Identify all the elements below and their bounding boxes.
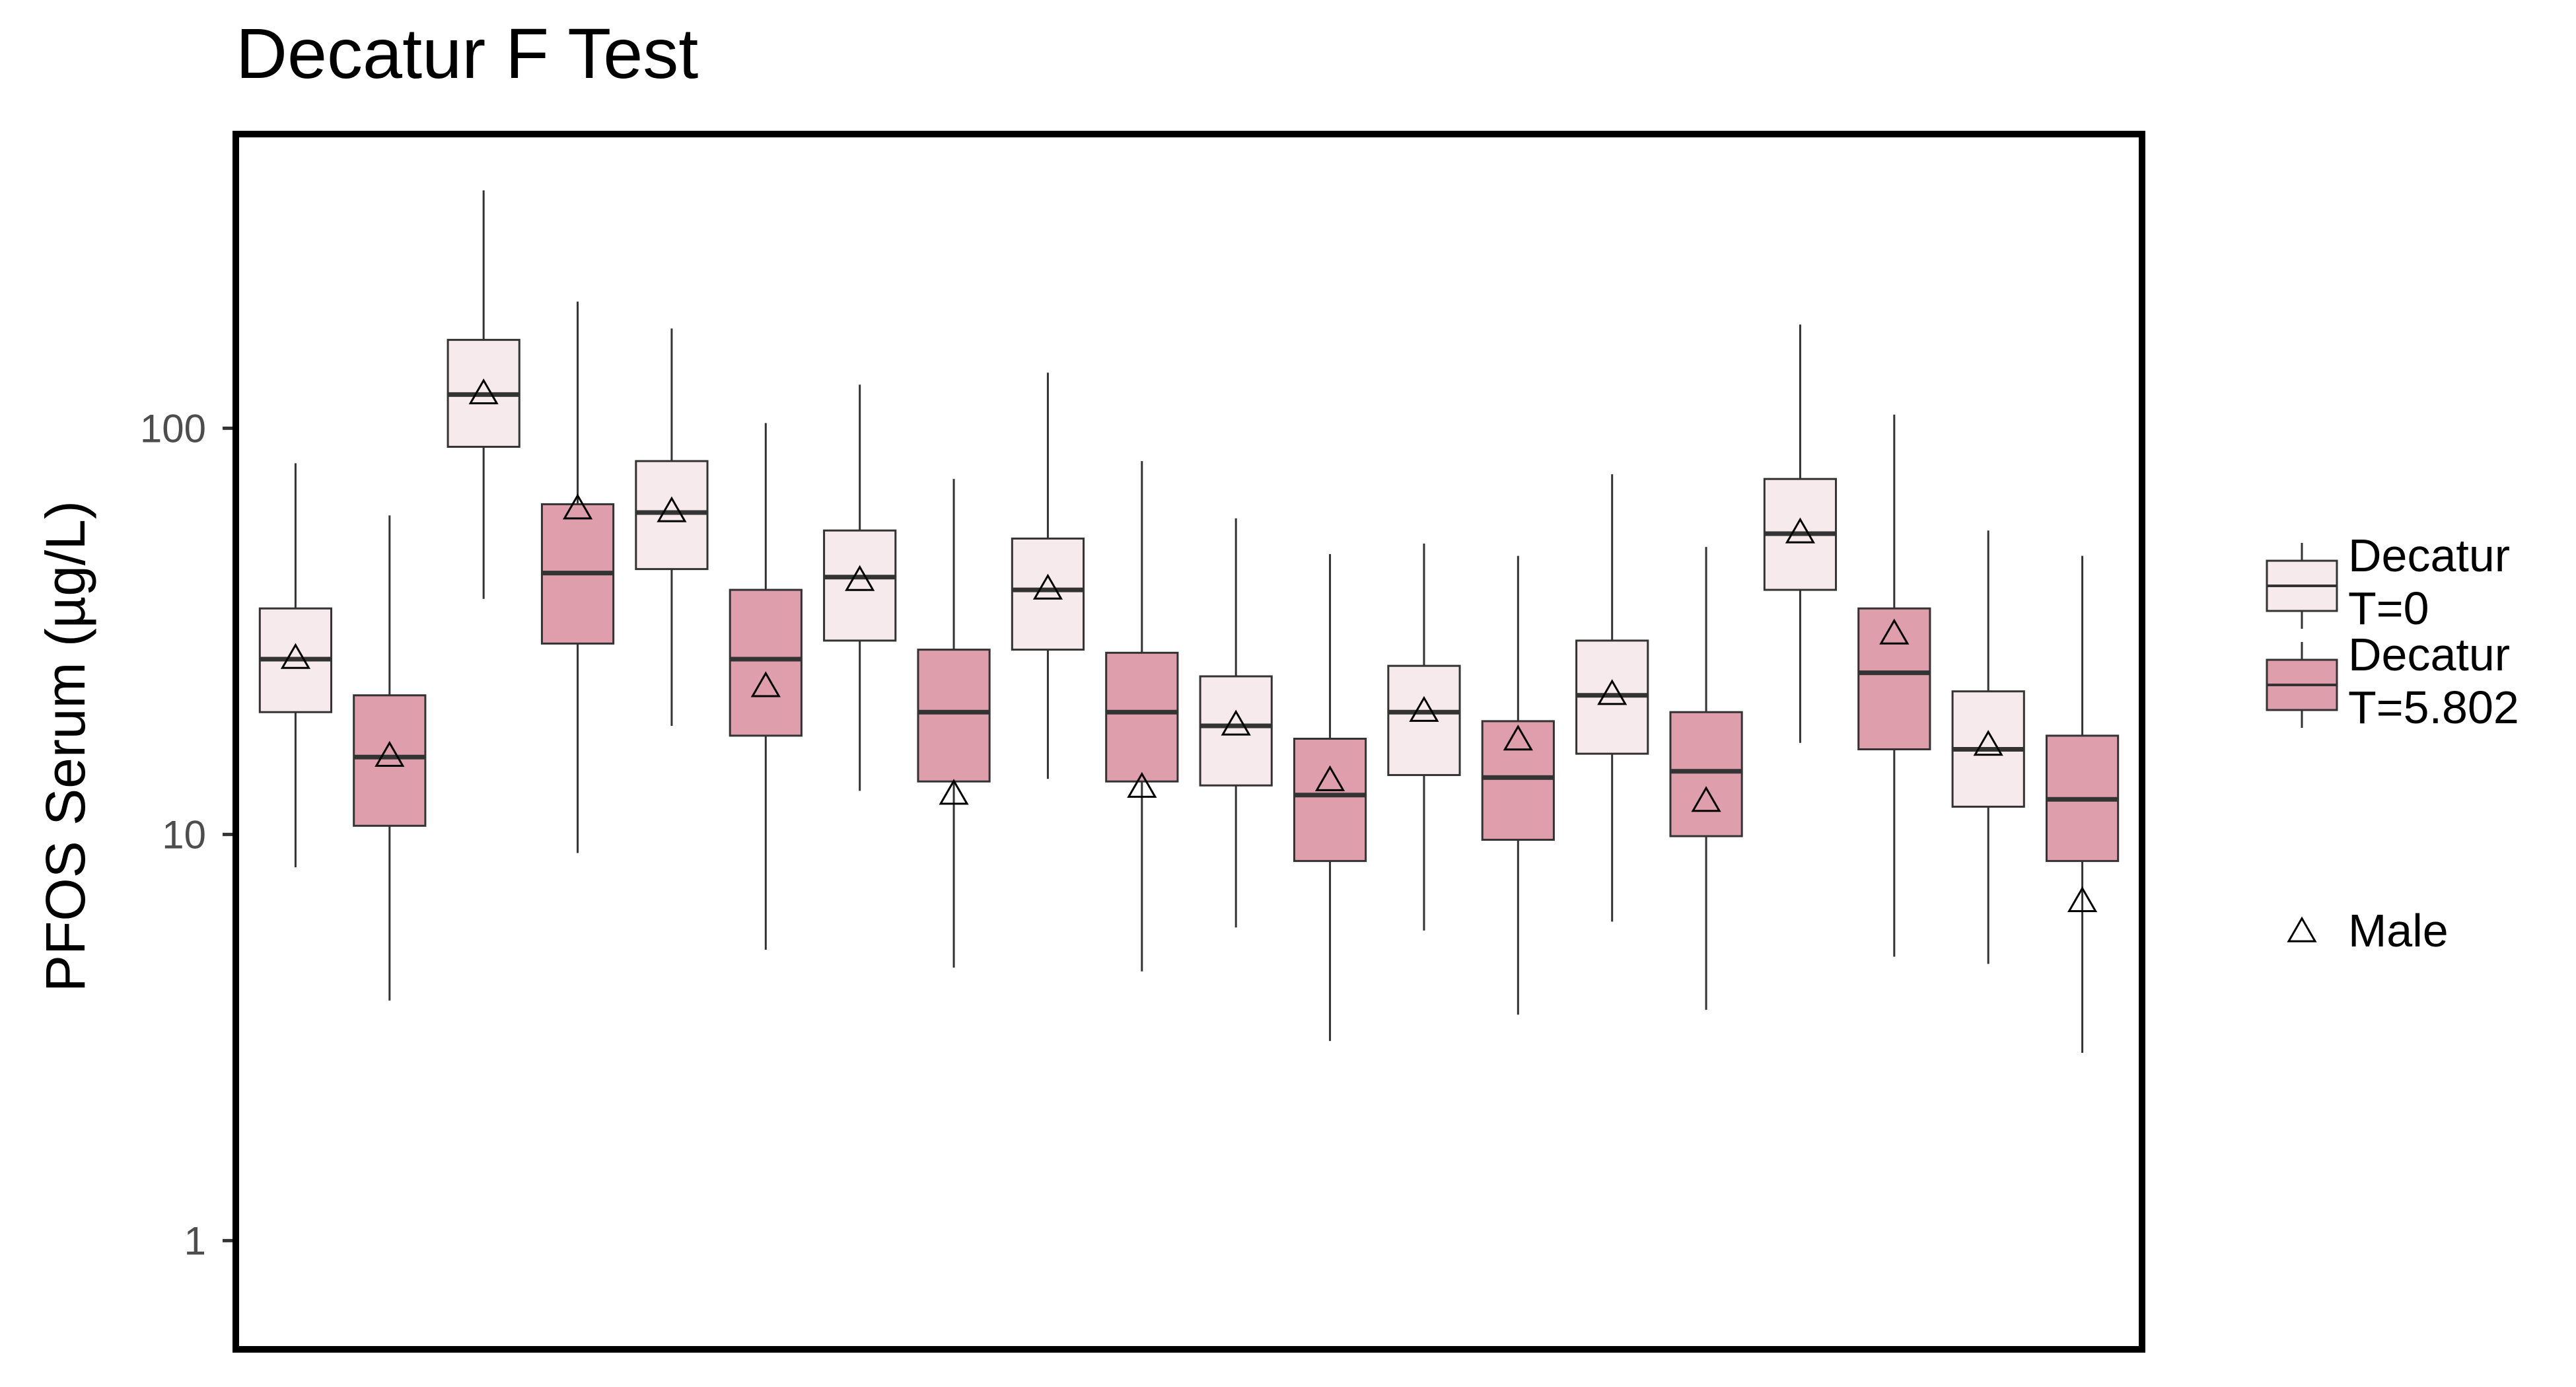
y-tick-label: 100 — [140, 406, 206, 450]
male-marker — [1221, 709, 1251, 736]
box-iqr — [353, 694, 427, 827]
legend-label-t5-line1: Decatur — [2348, 629, 2510, 680]
male-marker — [657, 496, 687, 522]
legend-label-t0-line2: T=0 — [2348, 583, 2429, 634]
legend-label-t0-line1: Decatur — [2348, 530, 2510, 581]
male-marker — [845, 565, 875, 591]
male-marker — [1409, 695, 1439, 722]
legend-label-t5-line2: T=5.802 — [2348, 682, 2519, 733]
box-iqr — [635, 460, 709, 571]
male-marker — [1127, 771, 1157, 798]
male-marker — [1597, 679, 1628, 705]
box-iqr — [1669, 711, 1743, 837]
male-marker — [2067, 886, 2098, 913]
male-marker — [1032, 573, 1063, 600]
male-marker — [1503, 725, 1533, 751]
male-marker — [562, 493, 593, 520]
box-iqr — [1105, 651, 1179, 783]
y-tick-label: 10 — [162, 812, 206, 857]
legend-label-male: Male — [2348, 905, 2449, 956]
male-marker — [280, 643, 311, 669]
chart-title: Decatur F Test — [236, 13, 698, 93]
box-iqr — [1481, 720, 1555, 841]
box-iqr — [1199, 675, 1273, 787]
box-iqr — [1293, 737, 1367, 863]
male-marker — [1691, 786, 1721, 812]
box-iqr — [823, 529, 897, 642]
male-marker — [1879, 618, 1910, 645]
male-marker — [1973, 730, 2003, 756]
legend: Decatur T=0 Decatur T=5.802 Male — [2266, 530, 2519, 956]
legend-male-triangle — [2287, 916, 2317, 942]
male-marker — [939, 779, 969, 805]
plot-boxes — [258, 190, 2120, 1053]
male-marker — [468, 378, 499, 405]
box-iqr — [1387, 664, 1461, 776]
male-marker — [1314, 765, 1345, 791]
box-iqr — [1011, 537, 1085, 651]
y-axis-label: PFOS Serum (µg/L) — [34, 501, 96, 992]
box-iqr — [1857, 607, 1931, 750]
y-tick-label: 1 — [184, 1219, 206, 1263]
plot-frame — [233, 131, 2145, 1353]
male-marker — [750, 671, 781, 697]
box-iqr — [729, 588, 803, 737]
box-iqr — [917, 649, 991, 783]
male-marker — [375, 740, 405, 767]
y-axis: 1 10 100 — [140, 406, 236, 1263]
male-marker — [1785, 517, 1816, 544]
